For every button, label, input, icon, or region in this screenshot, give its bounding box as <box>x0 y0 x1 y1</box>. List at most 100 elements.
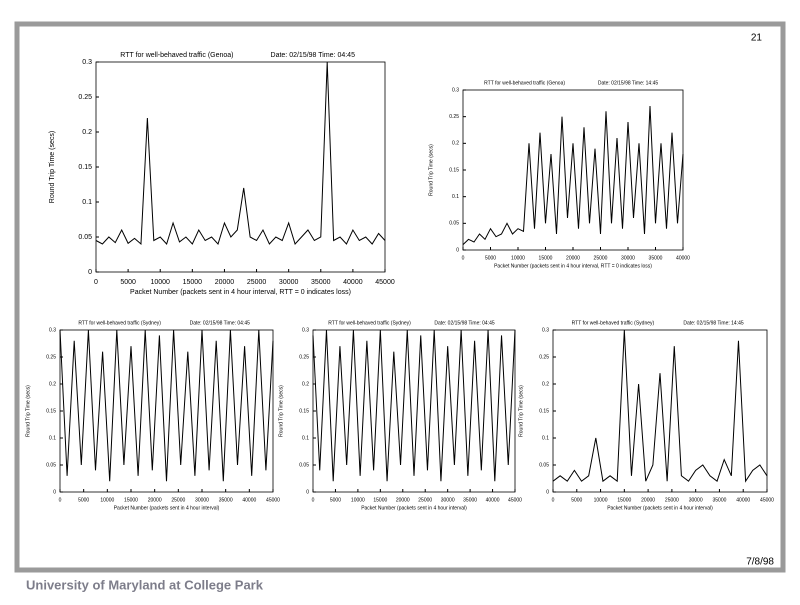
y-tick-label: 0.3 <box>49 327 56 333</box>
x-tick-label: 45000 <box>508 497 522 503</box>
x-tick-label: 40000 <box>736 497 750 503</box>
x-tick-label: 15000 <box>539 255 553 261</box>
x-tick-label: 20000 <box>215 279 235 286</box>
x-tick-label: 45000 <box>266 497 280 503</box>
y-tick-label: 0.15 <box>46 408 56 414</box>
y-tick-label: 0.2 <box>452 141 459 147</box>
slide-frame <box>14 21 786 573</box>
chart-title: RTT for well-behaved traffic (Genoa) <box>120 52 233 59</box>
chart-title: RTT for well-behaved traffic (Sydney) <box>328 320 411 326</box>
x-tick-label: 25000 <box>247 279 267 286</box>
chart-subtitle: Date: 02/15/98 Time: 14:45 <box>683 320 744 326</box>
x-axis-label: Packet Number (packets sent in 4 hour in… <box>114 505 220 511</box>
y-tick-label: 0 <box>456 247 459 253</box>
y-tick-label: 0.25 <box>299 354 309 360</box>
x-tick-label: 35000 <box>311 279 331 286</box>
x-tick-label: 35000 <box>219 497 233 503</box>
chart-subtitle: Date: 02/15/98 Time: 04:45 <box>434 320 495 326</box>
slide-number: 21 <box>751 33 763 44</box>
x-axis-label: Packet Number (packets sent in 4 hour in… <box>130 289 351 296</box>
y-tick-label: 0 <box>306 489 309 495</box>
y-tick-label: 0.3 <box>542 327 549 333</box>
x-tick-label: 0 <box>552 497 555 503</box>
x-tick-label: 5000 <box>78 497 89 503</box>
y-axis-label: Round Trip Time (secs) <box>278 385 284 437</box>
x-tick-label: 5000 <box>571 497 582 503</box>
x-tick-label: 0 <box>59 497 62 503</box>
x-tick-label: 40000 <box>486 497 500 503</box>
y-axis-label: Round Trip Time (secs) <box>428 144 434 196</box>
x-tick-label: 10000 <box>150 279 170 286</box>
x-tick-label: 35000 <box>712 497 726 503</box>
chart-subtitle: Date: 02/15/98 Time: 04:45 <box>190 320 251 326</box>
data-line <box>552 329 768 483</box>
x-tick-label: 10000 <box>511 255 525 261</box>
x-tick-label: 30000 <box>441 497 455 503</box>
x-tick-label: 10000 <box>594 497 608 503</box>
y-tick-label: 0.1 <box>49 435 56 441</box>
y-tick-label: 0.25 <box>539 354 549 360</box>
y-tick-label: 0.2 <box>49 381 56 387</box>
y-tick-label: 0.05 <box>449 221 459 227</box>
x-tick-label: 15000 <box>617 497 631 503</box>
x-tick-label: 20000 <box>396 497 410 503</box>
x-tick-label: 20000 <box>148 497 162 503</box>
x-tick-label: 40000 <box>242 497 256 503</box>
y-tick-label: 0.2 <box>82 129 92 136</box>
y-tick-label: 0.1 <box>302 435 309 441</box>
y-tick-label: 0.05 <box>299 462 309 468</box>
x-tick-label: 40000 <box>343 279 363 286</box>
y-tick-label: 0.05 <box>78 234 92 241</box>
data-line <box>312 329 516 482</box>
chart-subtitle: Date: 02/15/98 Time: 04:45 <box>271 52 356 59</box>
x-tick-label: 30000 <box>689 497 703 503</box>
x-tick-label: 10000 <box>100 497 114 503</box>
x-tick-label: 20000 <box>641 497 655 503</box>
x-tick-label: 25000 <box>665 497 679 503</box>
y-tick-label: 0.05 <box>46 462 56 468</box>
x-tick-label: 5000 <box>485 255 496 261</box>
chart-subtitle: Date: 02/15/98 Time: 14:45 <box>598 80 659 86</box>
x-tick-label: 0 <box>312 497 315 503</box>
y-tick-label: 0.1 <box>452 194 459 200</box>
y-tick-label: 0 <box>88 269 92 276</box>
x-tick-label: 40000 <box>676 255 690 261</box>
x-tick-label: 25000 <box>418 497 432 503</box>
y-tick-label: 0.15 <box>449 167 459 173</box>
x-tick-label: 25000 <box>171 497 185 503</box>
x-tick-label: 15000 <box>183 279 203 286</box>
footer: University of Maryland at College Park <box>26 577 264 592</box>
x-tick-label: 35000 <box>649 255 663 261</box>
x-tick-label: 0 <box>462 255 465 261</box>
x-axis-label: Packet Number (packets sent in 4 hour in… <box>494 263 652 269</box>
x-tick-label: 35000 <box>463 497 477 503</box>
x-tick-label: 5000 <box>120 279 136 286</box>
y-tick-label: 0.05 <box>539 462 549 468</box>
y-axis-label: Round Trip Time (secs) <box>25 385 31 437</box>
slide-date: 7/8/98 <box>746 557 774 568</box>
x-tick-label: 30000 <box>621 255 635 261</box>
y-axis-label: Round Trip Time (secs) <box>518 385 524 437</box>
y-tick-label: 0 <box>546 489 549 495</box>
x-tick-label: 10000 <box>351 497 365 503</box>
data-line <box>462 105 684 246</box>
x-tick-label: 15000 <box>373 497 387 503</box>
x-tick-label: 45000 <box>760 497 774 503</box>
y-tick-label: 0.1 <box>542 435 549 441</box>
y-tick-label: 0.15 <box>299 408 309 414</box>
data-line <box>59 329 274 482</box>
y-tick-label: 0.15 <box>539 408 549 414</box>
x-tick-label: 25000 <box>594 255 608 261</box>
x-tick-label: 30000 <box>279 279 299 286</box>
y-tick-label: 0.25 <box>449 114 459 120</box>
y-tick-label: 0 <box>53 489 56 495</box>
chart-title: RTT for well-behaved traffic (Sydney) <box>78 320 161 326</box>
x-axis-label: Packet Number (packets sent in 4 hour in… <box>607 505 713 511</box>
y-tick-label: 0.2 <box>302 381 309 387</box>
y-tick-label: 0.3 <box>452 87 459 93</box>
x-tick-label: 30000 <box>195 497 209 503</box>
x-tick-label: 20000 <box>566 255 580 261</box>
y-tick-label: 0.15 <box>78 164 92 171</box>
